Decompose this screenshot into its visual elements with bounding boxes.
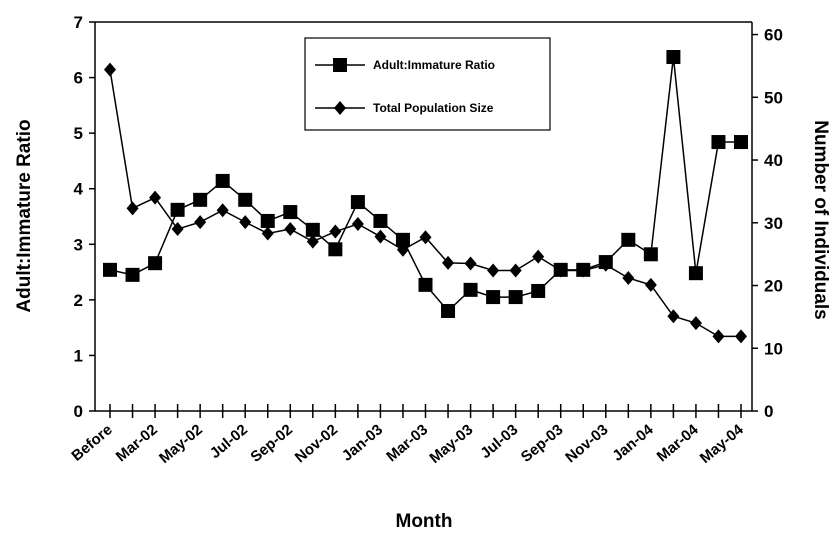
x-tick-label: Jul-03 [477, 421, 521, 462]
data-point [532, 249, 545, 264]
data-point [149, 190, 162, 205]
legend-label: Adult:Immature Ratio [373, 58, 495, 72]
x-tick-label: Sep-02 [247, 421, 296, 466]
y2-tick-label: 0 [764, 402, 773, 421]
x-tick-label: Nov-03 [562, 421, 611, 466]
y-tick-label: 1 [74, 346, 83, 365]
data-point [622, 270, 635, 285]
y-tick-label: 7 [74, 13, 83, 32]
data-point [712, 329, 725, 344]
data-point [125, 267, 140, 282]
x-tick-label: Nov-02 [292, 421, 341, 466]
y-tick-label: 6 [74, 69, 83, 88]
data-point [373, 213, 388, 228]
legend-marker [334, 101, 346, 115]
data-point [171, 222, 184, 237]
data-point [328, 242, 343, 257]
data-point [666, 50, 681, 65]
data-point [554, 263, 567, 278]
data-point [509, 263, 522, 278]
x-tick-label: Mar-03 [383, 421, 431, 465]
data-point [464, 256, 477, 271]
data-point [193, 192, 208, 207]
x-tick-label: May-04 [697, 421, 747, 467]
data-point [238, 192, 253, 207]
legend-label: Total Population Size [373, 101, 494, 115]
data-point [735, 329, 747, 344]
data-point [374, 229, 387, 244]
data-point [667, 309, 680, 324]
x-tick-label: May-03 [426, 421, 476, 467]
data-point [239, 215, 252, 230]
data-point [689, 316, 702, 331]
data-point [305, 222, 320, 237]
x-axis-label: Month [396, 511, 453, 532]
y2-tick-label: 40 [764, 151, 783, 170]
data-point [688, 266, 703, 281]
y-tick-label: 2 [74, 291, 83, 310]
y-tick-label: 5 [74, 124, 83, 143]
y2-tick-label: 50 [764, 88, 783, 107]
data-point [486, 290, 501, 305]
data-point [531, 283, 546, 298]
data-point [442, 255, 455, 270]
data-point [508, 290, 523, 305]
data-point [261, 226, 274, 241]
data-point [441, 303, 456, 318]
y2-tick-label: 60 [764, 26, 783, 45]
data-point [711, 135, 726, 150]
y-tick-label: 3 [74, 235, 83, 254]
y2-axis-label: Number of Individuals [810, 120, 831, 320]
x-tick-label: Mar-02 [113, 421, 161, 465]
data-point [396, 242, 409, 257]
x-tick-label: Sep-03 [518, 421, 567, 466]
data-point [487, 263, 500, 278]
data-point [395, 232, 410, 247]
data-point [194, 215, 207, 230]
data-point [148, 256, 163, 271]
y-axis-label: Adult:Immature Ratio [14, 119, 35, 312]
data-point [284, 222, 297, 237]
data-point [104, 62, 116, 77]
data-point [216, 203, 229, 218]
data-point [170, 202, 185, 217]
data-point [103, 262, 117, 277]
y2-tick-label: 20 [764, 277, 783, 296]
data-point [215, 173, 230, 188]
data-point [419, 230, 432, 245]
data-point [463, 282, 478, 297]
data-point [599, 257, 612, 272]
data-point [283, 205, 298, 220]
y2-tick-label: 30 [764, 214, 783, 233]
data-point [260, 213, 275, 228]
x-tick-label: Jul-02 [207, 421, 251, 462]
data-point [643, 247, 658, 262]
x-tick-label: Jan-03 [339, 421, 386, 465]
x-tick-label: Jan-04 [609, 421, 657, 465]
x-tick-label: May-02 [156, 421, 206, 467]
data-point [351, 217, 364, 232]
legend-box [304, 37, 551, 131]
data-point [306, 234, 319, 249]
x-tick-label: Mar-04 [654, 421, 702, 466]
y-tick-label: 0 [74, 402, 83, 421]
data-point [577, 263, 590, 278]
y-tick-label: 4 [74, 180, 84, 199]
data-point [734, 135, 748, 150]
x-tick-label: Before [68, 421, 115, 465]
data-point [418, 277, 433, 292]
legend-marker [333, 58, 347, 72]
data-point [126, 201, 139, 216]
data-point [329, 224, 342, 239]
data-point [621, 232, 636, 247]
data-point [350, 195, 365, 210]
data-point [644, 277, 657, 292]
y2-tick-label: 10 [764, 339, 783, 358]
